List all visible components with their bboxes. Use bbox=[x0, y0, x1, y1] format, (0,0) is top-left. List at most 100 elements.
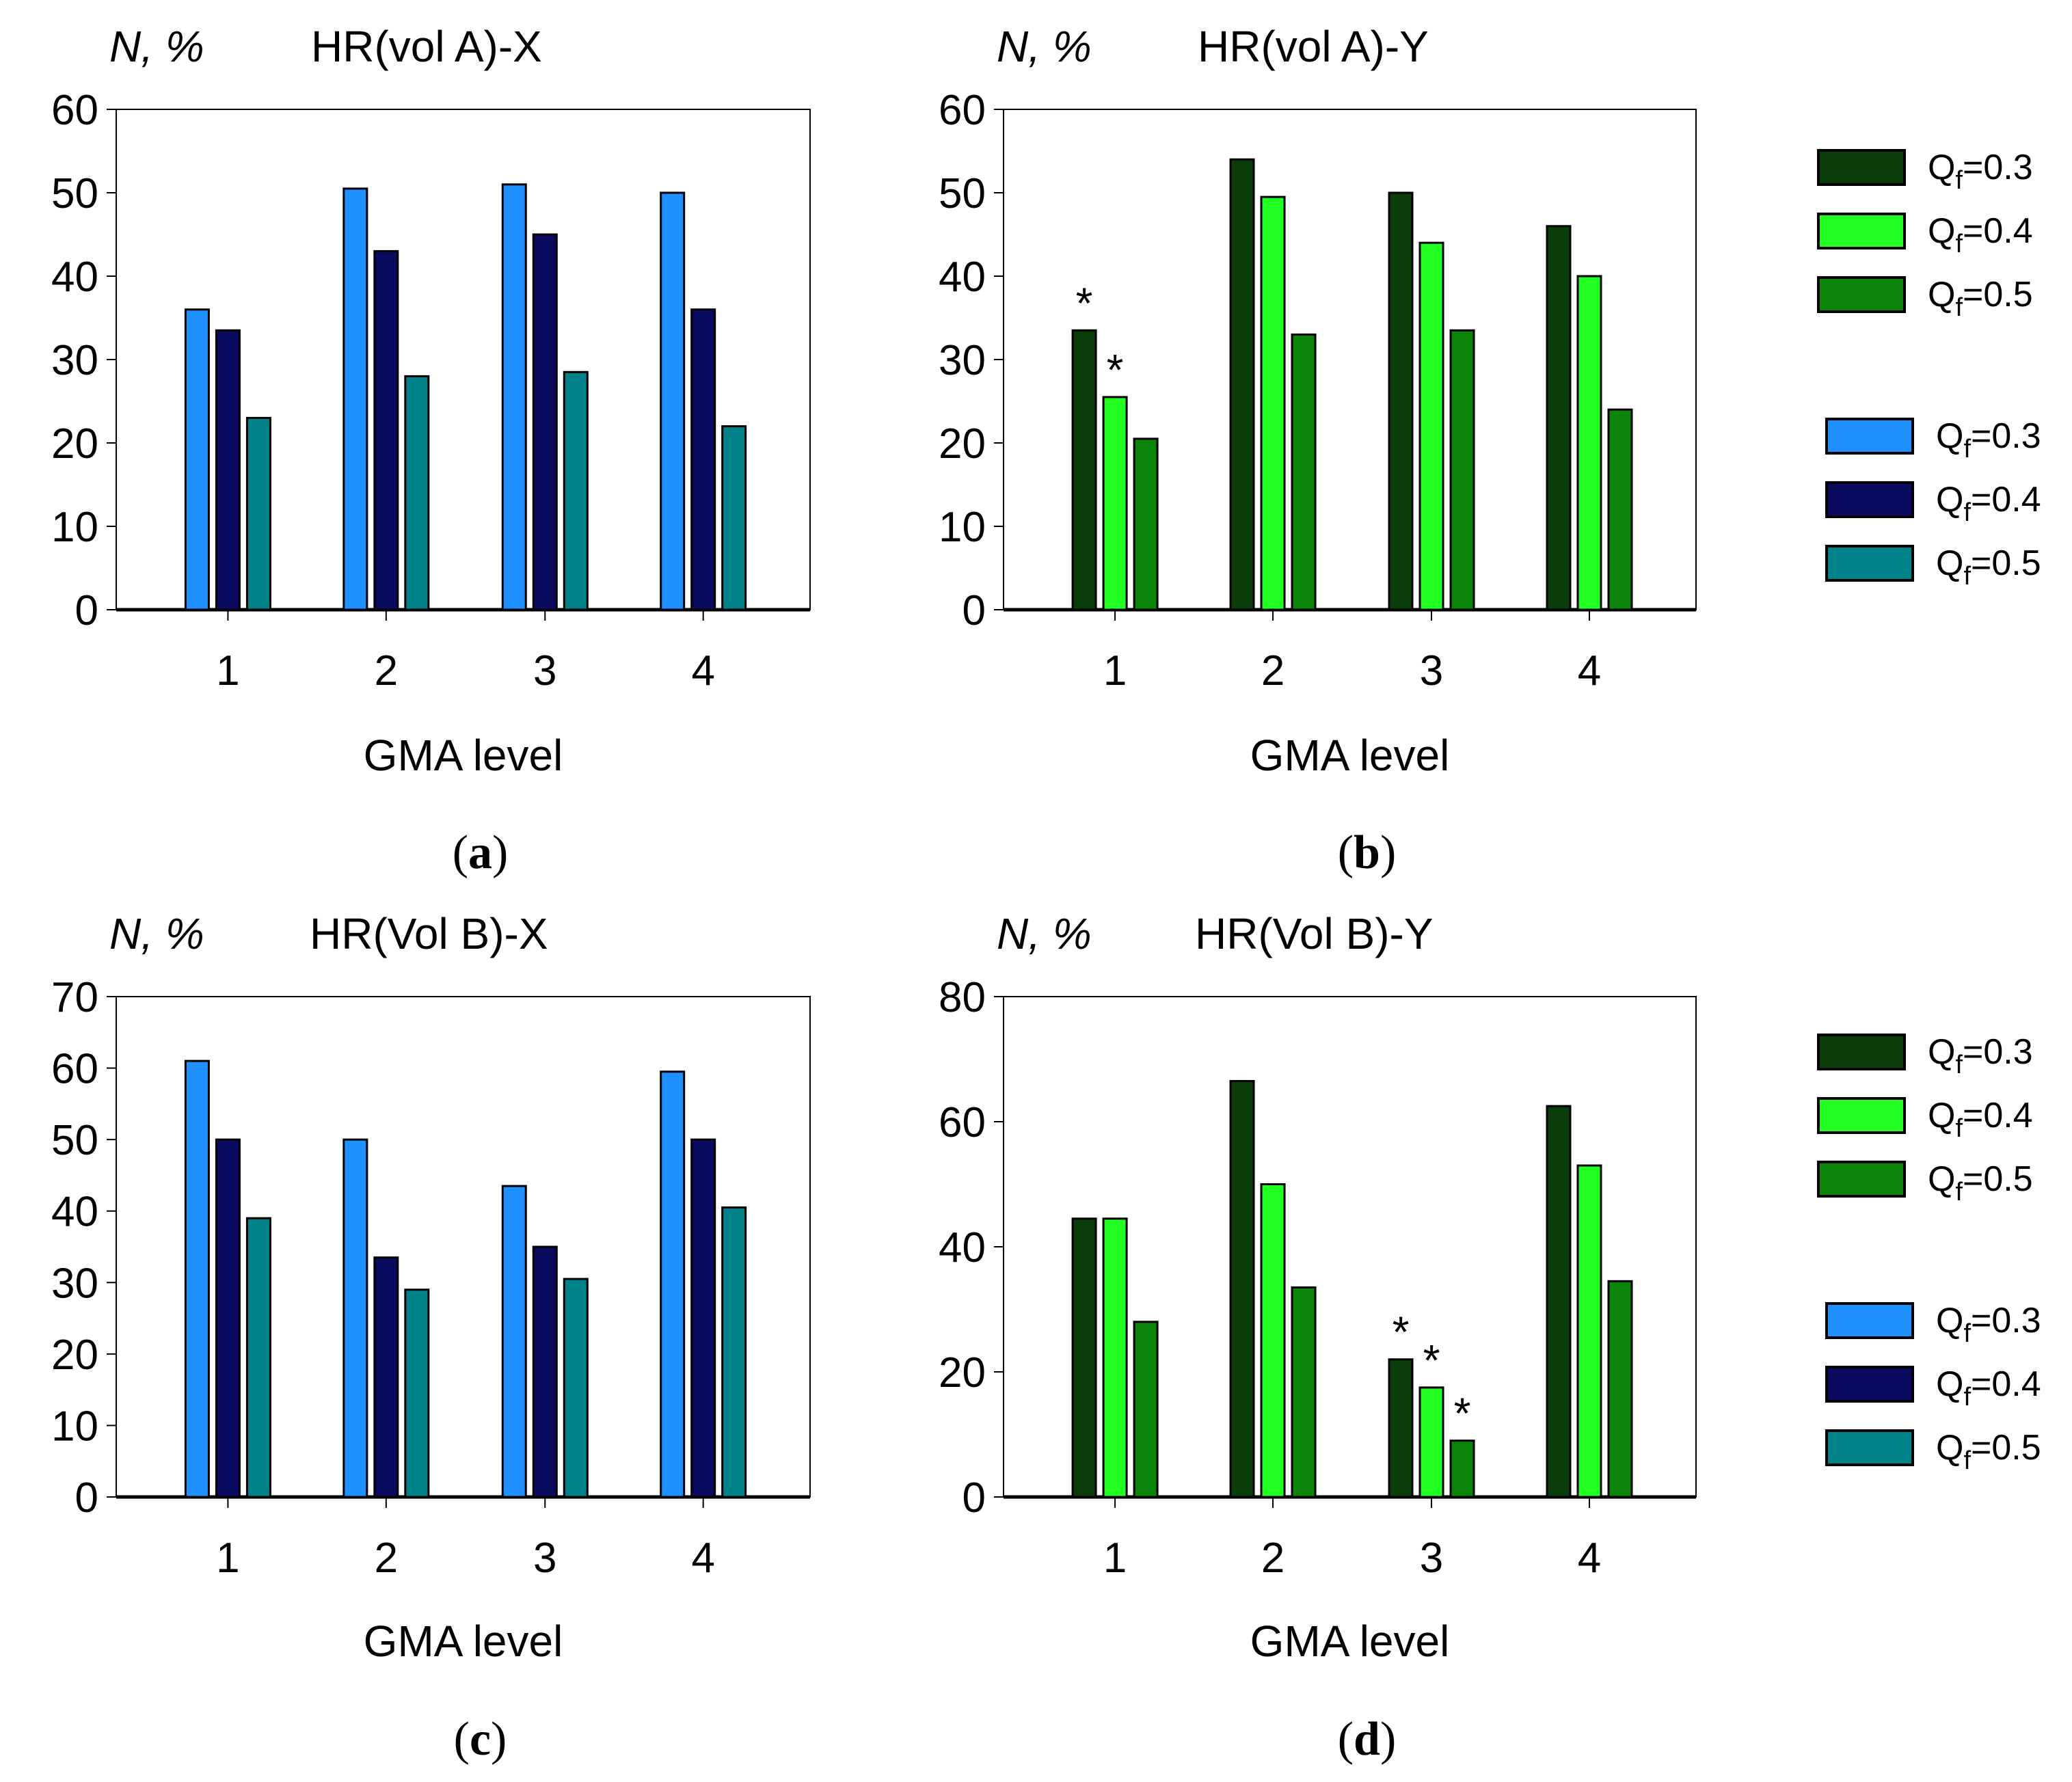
x-tick-label: 2 bbox=[1261, 647, 1284, 694]
legend-swatch bbox=[1825, 1366, 1914, 1403]
x-tick-label: 3 bbox=[533, 1535, 556, 1582]
y-tick-label: 60 bbox=[939, 87, 986, 134]
x-tick-label: 3 bbox=[1420, 1535, 1443, 1582]
legend-label: Qf=0.4 bbox=[1936, 1364, 2041, 1412]
legend-label-value: =0.3 bbox=[1963, 1032, 2033, 1072]
legend-blue-1: Qf=0.3Qf=0.4Qf=0.5 bbox=[1825, 416, 2041, 591]
legend-label: Qf=0.5 bbox=[1936, 1428, 2041, 1475]
legend-swatch bbox=[1825, 418, 1914, 455]
y-tick-label: 20 bbox=[51, 420, 98, 468]
y-tick-label: 0 bbox=[963, 1474, 986, 1522]
legend-swatch bbox=[1825, 481, 1914, 518]
legend-label: Qf=0.4 bbox=[1928, 211, 2033, 258]
legend-swatch bbox=[1825, 545, 1914, 582]
x-axis-label: GMA level bbox=[1250, 1617, 1450, 1666]
legend-label-q: Q bbox=[1928, 1032, 1955, 1072]
chart-title: HR(Vol B)-Y bbox=[1195, 909, 1434, 958]
y-tick-label: 60 bbox=[51, 1046, 98, 1093]
bar-qf03-level-2 bbox=[342, 1138, 368, 1498]
bar-qf05-level-3 bbox=[1449, 1440, 1475, 1498]
legend-label: Qf=0.5 bbox=[1936, 543, 2041, 591]
panel-label: (d) bbox=[1338, 1713, 1397, 1766]
bar-qf03-level-3 bbox=[501, 1185, 527, 1498]
legend-label-sub: f bbox=[1955, 230, 1963, 258]
legend-label: Qf=0.3 bbox=[1936, 416, 2041, 463]
legend-label-sub: f bbox=[1963, 435, 1971, 463]
bar-qf05-level-4 bbox=[1607, 408, 1633, 611]
x-tick-label: 3 bbox=[533, 647, 556, 694]
legend-label: Qf=0.4 bbox=[1936, 480, 2041, 527]
y-tick-label: 20 bbox=[939, 420, 986, 468]
chart-panel-c: 0 10 20 30 40 50 60 70 1 2 3 4 N, % HR(Vol B)-X GMA le… bbox=[51, 909, 811, 1766]
legend-swatch bbox=[1817, 149, 1906, 186]
bar-qf03-level-2 bbox=[1229, 158, 1255, 611]
chart-title: HR(vol A)-Y bbox=[1198, 22, 1429, 71]
y-tick-label: 20 bbox=[939, 1349, 986, 1396]
legend-label-q: Q bbox=[1936, 416, 1963, 456]
legend-label-q: Q bbox=[1928, 1159, 1955, 1199]
bar-qf03-level-2 bbox=[342, 187, 368, 611]
bar-qf05-level-4 bbox=[721, 1206, 747, 1498]
y-axis-label: N, % bbox=[997, 909, 1092, 958]
bar-qf05-level-2 bbox=[1291, 333, 1317, 611]
significance-star: * bbox=[1423, 1336, 1440, 1385]
x-tick-label: 2 bbox=[375, 1535, 398, 1582]
y-tick-label: 0 bbox=[75, 587, 98, 634]
legend-green-1: Qf=0.3 Qf=0.4 Qf=0.5 bbox=[1817, 148, 2033, 322]
panel-label: (c) bbox=[454, 1713, 507, 1766]
y-tick-label: 30 bbox=[939, 337, 986, 384]
y-tick-label: 40 bbox=[51, 254, 98, 301]
legend-label-value: =0.4 bbox=[1971, 480, 2041, 519]
legend-blue-2: Qf=0.3Qf=0.4Qf=0.5 bbox=[1825, 1301, 2041, 1475]
legend-swatch bbox=[1817, 1097, 1906, 1134]
legend-label: Qf=0.3 bbox=[1928, 148, 2033, 195]
x-tick-label: 4 bbox=[691, 647, 714, 694]
bar-qf04-level-4 bbox=[1576, 275, 1602, 611]
legend-label-value: =0.3 bbox=[1971, 416, 2041, 456]
legend-label-sub: f bbox=[1955, 1051, 1963, 1079]
bar-qf04-level-3 bbox=[532, 1245, 558, 1498]
bar-qf04-level-2 bbox=[373, 1256, 399, 1498]
x-tick-label: 4 bbox=[691, 1535, 714, 1582]
bar-qf04-level-2 bbox=[373, 249, 399, 611]
bar-qf03-level-1 bbox=[184, 308, 210, 611]
y-tick-label: 0 bbox=[963, 587, 986, 634]
x-tick-label: 1 bbox=[1103, 1535, 1127, 1582]
bar-qf05-level-3 bbox=[563, 1278, 589, 1498]
y-tick-label: 60 bbox=[939, 1099, 986, 1146]
bar-qf03-level-4 bbox=[1546, 1105, 1572, 1498]
bar-qf05-level-3 bbox=[1449, 329, 1475, 611]
x-axis-label: GMA level bbox=[1250, 731, 1450, 780]
bar-qf03-level-1 bbox=[184, 1059, 210, 1498]
y-tick-label: 40 bbox=[939, 254, 986, 301]
legend-swatch bbox=[1817, 213, 1906, 249]
bar-qf05-level-1 bbox=[1133, 437, 1159, 611]
legend-label-q: Q bbox=[1928, 275, 1955, 314]
x-axis-label: GMA level bbox=[364, 731, 563, 780]
legend-label-q: Q bbox=[1936, 480, 1963, 519]
legend-label: Qf=0.5 bbox=[1928, 275, 2033, 322]
bar-qf04-level-4 bbox=[690, 1138, 716, 1498]
chart-title: HR(vol A)-X bbox=[311, 22, 542, 71]
legend-label-q: Q bbox=[1928, 1096, 1955, 1135]
y-tick-label: 10 bbox=[51, 504, 98, 551]
y-tick-label: 50 bbox=[51, 170, 98, 217]
legend-label-sub: f bbox=[1963, 1446, 1971, 1475]
significance-star: * bbox=[1392, 1308, 1410, 1357]
x-tick-label: 1 bbox=[216, 1535, 239, 1582]
x-tick-label: 4 bbox=[1578, 647, 1601, 694]
bar-qf04-level-3 bbox=[1418, 1386, 1444, 1498]
bar-qf05-level-3 bbox=[563, 370, 589, 611]
legend-label: Qf=0.4 bbox=[1928, 1096, 2033, 1143]
legend-label-sub: f bbox=[1955, 293, 1963, 322]
significance-star: * bbox=[1076, 278, 1093, 327]
legend-label-q: Q bbox=[1936, 1364, 1963, 1404]
y-tick-label: 80 bbox=[939, 974, 986, 1021]
legend-swatch bbox=[1817, 276, 1906, 313]
legend-label: Qf=0.3 bbox=[1928, 1032, 2033, 1079]
bar-qf04-level-2 bbox=[1260, 195, 1286, 611]
y-tick-label: 20 bbox=[51, 1332, 98, 1379]
chart-panel-a: 0 10 20 30 40 50 60 1 2 3 4 N, % HR(vol A)-X GMA leve… bbox=[51, 22, 811, 879]
bar-qf03-level-4 bbox=[1546, 225, 1572, 611]
y-tick-label: 10 bbox=[939, 504, 986, 551]
